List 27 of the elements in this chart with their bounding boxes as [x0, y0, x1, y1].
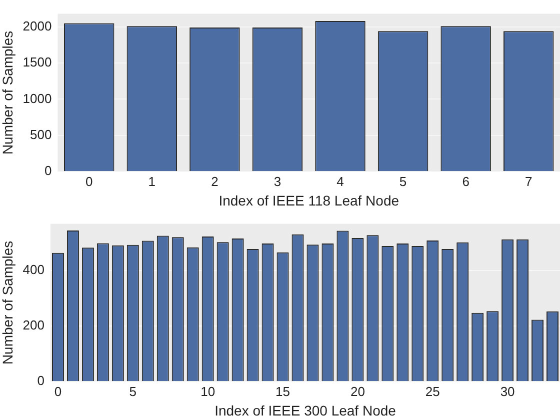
- x-tick-label: 10: [200, 384, 216, 399]
- y-tick-label: 1500: [22, 54, 52, 70]
- x-tick-label: 30: [500, 384, 515, 399]
- y-axis-title: Number of Samples: [0, 30, 16, 155]
- x-tick-label: 3: [274, 174, 282, 189]
- y-tick-label: 500: [30, 126, 52, 142]
- x-tick-label: 20: [350, 384, 365, 399]
- y-tick-label: 200: [22, 318, 44, 333]
- x-tick-label: 2: [211, 174, 218, 189]
- y-tick-label: 2000: [22, 18, 52, 34]
- x-tick-label: 15: [276, 384, 290, 399]
- x-tick-label: 0: [54, 384, 62, 399]
- x-tick-label: 1: [148, 174, 156, 189]
- x-tick-label: 5: [129, 384, 137, 399]
- x-tick-label: 6: [462, 174, 470, 189]
- x-tick-label: 0: [85, 174, 93, 189]
- x-tick-label: 7: [524, 174, 532, 189]
- x-axis-title: Index of IEEE 300 Leaf Node: [214, 402, 396, 418]
- x-tick-label: 5: [399, 174, 407, 189]
- y-tick-label: 1000: [22, 90, 52, 106]
- y-tick-label: 400: [22, 262, 44, 278]
- x-tick-label: 4: [336, 174, 344, 189]
- x-axis-title: Index of IEEE 118 Leaf Node: [218, 192, 400, 208]
- y-tick-label: 0: [37, 373, 44, 388]
- x-tick-label: 25: [425, 384, 440, 399]
- y-axis-title: Number of Samples: [0, 240, 16, 365]
- y-tick-label: 0: [44, 163, 52, 178]
